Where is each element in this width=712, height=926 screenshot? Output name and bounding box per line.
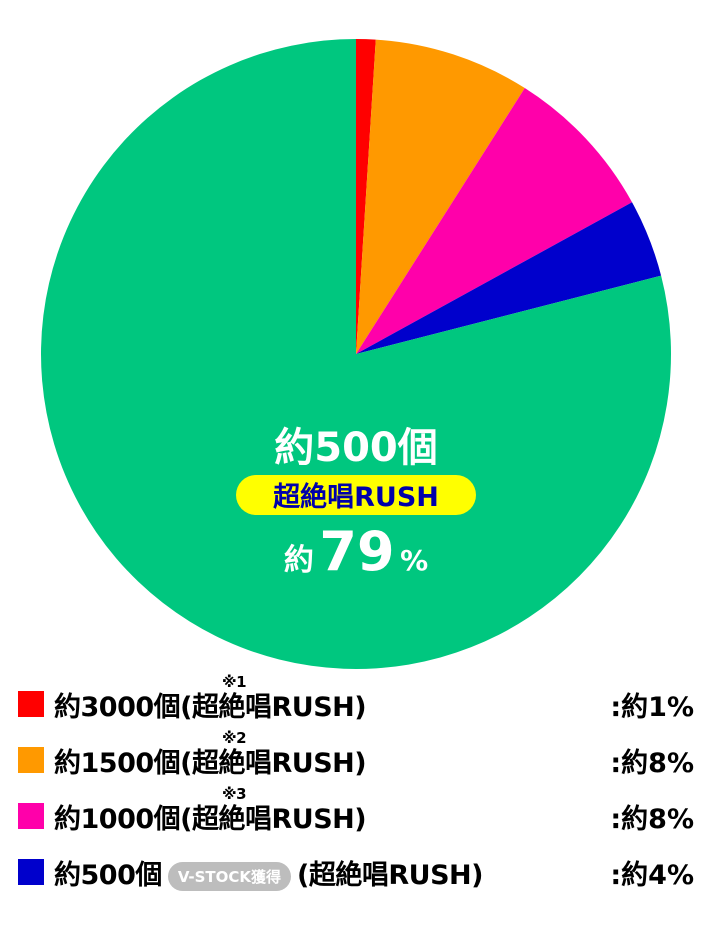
slice-1000 bbox=[356, 88, 633, 354]
center-badge-label: 超絶唱RUSH bbox=[273, 481, 439, 513]
legend: 約3000個(超絶唱RUSH) ※1 :約1% 約1500個(超絶唱RUSH) … bbox=[18, 673, 694, 900]
legend-swatch-orange bbox=[18, 747, 44, 773]
legend-swatch-blue bbox=[18, 859, 44, 885]
center-percent-number: 79 bbox=[319, 520, 394, 583]
legend-swatch-pink bbox=[18, 803, 44, 829]
legend-footnote-1: ※1 bbox=[222, 672, 247, 691]
legend-label-3000: 約3000個(超絶唱RUSH) ※1 bbox=[54, 673, 367, 724]
pie-chart: 約500個 超絶唱RUSH 約 79 % bbox=[41, 38, 672, 669]
center-badge-bg bbox=[236, 475, 476, 515]
legend-label-1500: 約1500個(超絶唱RUSH) ※2 bbox=[54, 729, 367, 780]
legend-row-1500: 約1500個(超絶唱RUSH) ※2 :約8% bbox=[18, 729, 694, 788]
legend-value-1000: :約8% bbox=[610, 803, 694, 835]
slice-500-vstock bbox=[356, 202, 662, 354]
legend-label-1000: 約1000個(超絶唱RUSH) ※3 bbox=[54, 785, 367, 836]
legend-value-1500: :約8% bbox=[610, 747, 694, 779]
center-percent-prefix: 約 bbox=[284, 543, 314, 578]
legend-label-500-text: 約500個 bbox=[54, 859, 162, 891]
legend-row-3000: 約3000個(超絶唱RUSH) ※1 :約1% bbox=[18, 673, 694, 732]
legend-label-1500-text: 約1500個(超絶唱RUSH) bbox=[54, 747, 367, 779]
slice-3000 bbox=[356, 39, 376, 354]
legend-label-500: 約500個 V-STOCK獲得 (超絶唱RUSH) bbox=[54, 853, 483, 892]
legend-footnote-3: ※3 bbox=[222, 784, 247, 803]
legend-label-1000-text: 約1000個(超絶唱RUSH) bbox=[54, 803, 367, 835]
vstock-badge: V-STOCK獲得 bbox=[167, 861, 292, 891]
legend-footnote-2: ※2 bbox=[222, 728, 247, 747]
legend-value-500-vstock: :約4% bbox=[610, 859, 694, 891]
legend-value-3000: :約1% bbox=[610, 691, 694, 723]
legend-swatch-red bbox=[18, 691, 44, 717]
legend-row-1000: 約1000個(超絶唱RUSH) ※3 :約8% bbox=[18, 785, 694, 844]
center-percent-suffix: % bbox=[400, 544, 428, 577]
legend-label-500-tail: (超絶唱RUSH) bbox=[297, 859, 483, 891]
center-main-label: 約500個 bbox=[274, 425, 438, 471]
center-percent-label: 約 79 % bbox=[284, 520, 428, 583]
slice-1500 bbox=[356, 39, 525, 354]
legend-row-500-vstock: 約500個 V-STOCK獲得 (超絶唱RUSH) :約4% bbox=[18, 844, 694, 900]
slice-500 bbox=[41, 38, 672, 669]
legend-label-3000-text: 約3000個(超絶唱RUSH) bbox=[54, 691, 367, 723]
